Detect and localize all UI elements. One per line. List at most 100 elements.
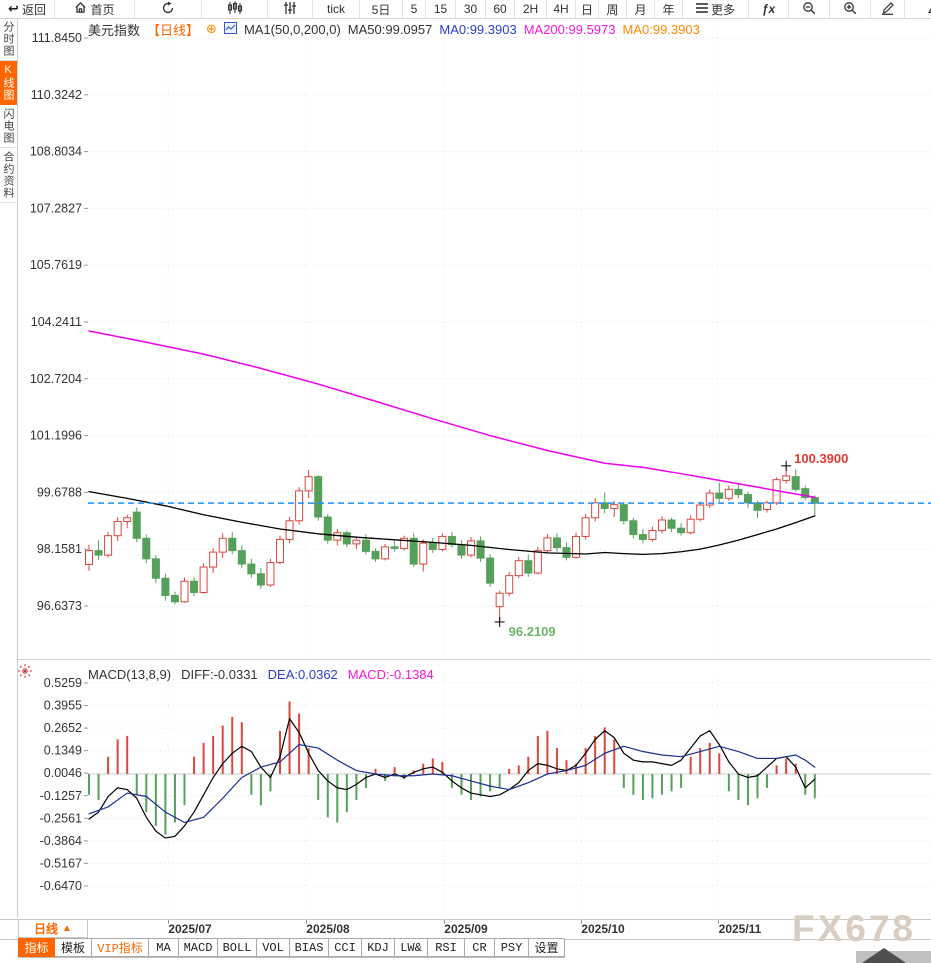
add-compare-icon[interactable]: ⊕ <box>206 21 217 36</box>
more-button[interactable]: 更多 <box>683 0 749 18</box>
kline-view-button[interactable] <box>202 0 268 18</box>
back-button[interactable]: ↩ 返回 <box>0 0 55 18</box>
candle-body <box>658 519 666 531</box>
macd-axis-tick: 0.1349 <box>44 744 82 758</box>
sidebar-tab-闪电图[interactable]: 闪电图 <box>0 105 17 148</box>
candle-body <box>801 488 810 499</box>
period-15-button[interactable]: 15 <box>426 0 456 18</box>
candle-body <box>467 540 475 556</box>
period-30-button[interactable]: 30 <box>456 0 486 18</box>
indicator-tab-VIP指标[interactable]: VIP指标 <box>92 938 149 957</box>
zoom-in-button[interactable] <box>830 0 871 18</box>
zoom-out-icon <box>802 1 816 18</box>
indicator-tab-MA[interactable]: MA <box>149 938 179 957</box>
candle-body <box>743 494 752 504</box>
price-axis-tick: 98.1581 <box>37 542 82 556</box>
period-60-button[interactable]: 60 <box>486 0 515 18</box>
period-month-button[interactable]: 月 <box>627 0 655 18</box>
date-label: 2025/07 <box>168 922 212 936</box>
sidebar-tab-分时图[interactable]: 分时图 <box>0 18 17 61</box>
ma0-blue-value: MA0:99.3903 <box>439 21 517 37</box>
indicator-settings-sun-icon[interactable] <box>17 663 33 684</box>
period-year-button[interactable]: 年 <box>655 0 683 18</box>
candle-body <box>256 573 265 586</box>
period-tick-label: tick <box>327 2 345 16</box>
candle-body <box>314 476 323 518</box>
zoom-out-button[interactable] <box>789 0 830 18</box>
indicator-tab-CCI[interactable]: CCI <box>329 938 362 957</box>
candle-body <box>323 516 332 541</box>
candle-body <box>505 575 514 594</box>
period-2h-button[interactable]: 2H <box>515 0 547 18</box>
period-5d-label: 5日 <box>371 2 391 17</box>
home-button[interactable]: 首页 <box>55 0 135 18</box>
period-5d-button[interactable]: 5日 <box>360 0 403 18</box>
low-price-annotation: 96.2109 <box>509 624 556 639</box>
period-30-label: 30 <box>463 2 478 16</box>
candle-body <box>409 537 418 565</box>
candle-body <box>295 490 304 522</box>
indicator-tab-PSY[interactable]: PSY <box>495 938 529 957</box>
date-tick <box>168 920 169 924</box>
candle-body <box>696 504 705 520</box>
candle-body <box>734 488 743 496</box>
candle-body <box>543 537 552 552</box>
indicator-tab-MACD[interactable]: MACD <box>179 938 218 957</box>
period-4h-button[interactable]: 4H <box>547 0 576 18</box>
macd-axis-tick: -0.6470 <box>40 879 82 893</box>
period-selector[interactable]: 日线 ▲ <box>18 919 88 938</box>
candle-body <box>190 580 199 593</box>
indicator-tab-设置[interactable]: 设置 <box>529 938 565 957</box>
date-tick <box>306 920 307 924</box>
fx-button[interactable]: ƒx <box>749 0 789 18</box>
period-week-button[interactable]: 周 <box>599 0 627 18</box>
indicator-tab-RSI[interactable]: RSI <box>428 938 465 957</box>
indicator-tab-KDJ[interactable]: KDJ <box>362 938 395 957</box>
date-tick <box>718 920 719 924</box>
indicator-tab-CR[interactable]: CR <box>465 938 495 957</box>
shapes-button[interactable] <box>905 0 931 18</box>
period-day-label: 日 <box>580 2 593 17</box>
candle-body <box>304 476 313 492</box>
candle-body <box>533 550 542 574</box>
price-chart-plot[interactable]: 111.8450 110.3242 108.8034 107.2827 105.7619… <box>0 18 931 660</box>
period-day-button[interactable]: 日 <box>576 0 599 18</box>
date-label: 2025/09 <box>444 922 488 936</box>
indicator-sliders-button[interactable] <box>268 0 313 18</box>
macd-axis-tick: 0.3955 <box>44 699 82 713</box>
period-5-button[interactable]: 5 <box>403 0 426 18</box>
candle-body <box>610 504 619 509</box>
candle-body <box>552 537 561 549</box>
candle-body <box>667 519 676 529</box>
date-label: 2025/11 <box>718 922 762 936</box>
candle-body <box>333 532 342 541</box>
sidebar-tab-K线图[interactable]: K线图 <box>0 61 17 105</box>
draw-button[interactable] <box>871 0 905 18</box>
refresh-button[interactable] <box>135 0 202 18</box>
indicator-tab-VOL[interactable]: VOL <box>257 938 290 957</box>
indicator-tab-BOLL[interactable]: BOLL <box>218 938 257 957</box>
indicator-tab-模板[interactable]: 模板 <box>55 938 92 957</box>
indicator-tab-LW&[interactable]: LW& <box>395 938 428 957</box>
indicator-tab-BIAS[interactable]: BIAS <box>290 938 329 957</box>
candle-body <box>648 529 657 540</box>
more-label: 更多 <box>710 2 735 17</box>
indicator-tab-指标[interactable]: 指标 <box>18 938 55 957</box>
date-tick <box>581 920 582 924</box>
ma-params: MA1(50,0,200,0) <box>243 21 341 37</box>
sidebar-tab-合约资料[interactable]: 合约资料 <box>0 148 17 203</box>
candle-body <box>247 563 256 575</box>
candle-body <box>524 560 533 574</box>
tray-chevron-up-icon[interactable] <box>862 948 906 963</box>
price-axis-tick: 111.8450 <box>32 31 82 45</box>
period-tick-button[interactable]: tick <box>313 0 360 18</box>
candle-body <box>276 538 284 564</box>
macd-chart-plot[interactable]: 0.5259 0.3955 0.2652 0.1349 0.0046 -0.1257 -0.… <box>0 660 931 918</box>
candle-body <box>390 546 399 549</box>
price-axis-tick: 110.3242 <box>31 88 82 102</box>
refresh-icon <box>161 1 175 18</box>
candle-body <box>180 580 189 603</box>
candles-icon <box>227 1 243 18</box>
price-chart-header: 美元指数 【日线】 ⊕ MA1(50,0,200,0) MA50:99.0957… <box>88 21 700 38</box>
candle-body <box>600 502 609 509</box>
